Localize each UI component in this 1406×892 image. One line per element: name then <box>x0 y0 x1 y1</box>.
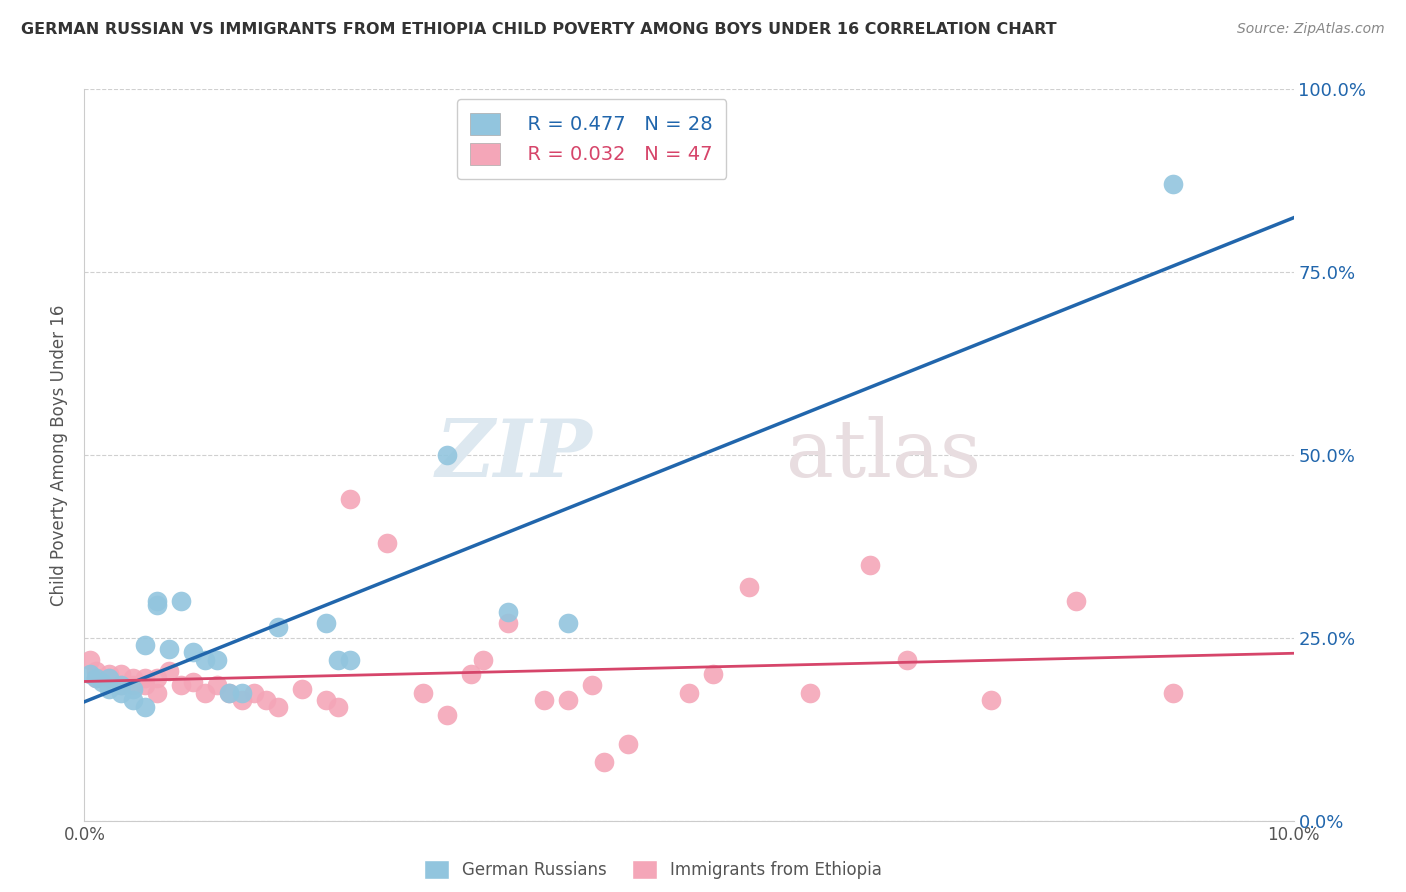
Point <box>218 686 240 700</box>
Point <box>194 653 217 667</box>
Point <box>207 653 229 667</box>
Text: Source: ZipAtlas.com: Source: ZipAtlas.com <box>1237 22 1385 37</box>
Point <box>146 686 169 700</box>
Point <box>267 620 290 634</box>
Point <box>436 707 458 722</box>
Point <box>702 667 724 681</box>
Point <box>86 671 108 685</box>
Text: atlas: atlas <box>786 416 981 494</box>
Text: ZIP: ZIP <box>436 417 592 493</box>
Point <box>146 598 169 612</box>
Point <box>231 686 253 700</box>
Point <box>593 755 616 769</box>
Point <box>134 700 156 714</box>
Point <box>218 686 240 700</box>
Point <box>980 693 1002 707</box>
Point <box>1064 594 1087 608</box>
Point <box>738 580 761 594</box>
Point <box>1161 686 1184 700</box>
Point <box>86 664 108 678</box>
Point <box>896 653 918 667</box>
Point <box>617 737 640 751</box>
Point <box>291 681 314 696</box>
Point <box>267 700 290 714</box>
Point <box>799 686 821 700</box>
Point <box>231 693 253 707</box>
Point <box>79 667 101 681</box>
Point <box>110 667 132 681</box>
Point <box>110 678 132 692</box>
Point <box>496 616 519 631</box>
Point <box>146 594 169 608</box>
Point <box>97 681 120 696</box>
Point <box>121 678 143 692</box>
Point <box>170 594 193 608</box>
Point <box>194 686 217 700</box>
Legend: German Russians, Immigrants from Ethiopia: German Russians, Immigrants from Ethiopi… <box>416 853 889 886</box>
Point <box>339 491 361 506</box>
Y-axis label: Child Poverty Among Boys Under 16: Child Poverty Among Boys Under 16 <box>51 304 69 606</box>
Point <box>134 638 156 652</box>
Point <box>181 674 204 689</box>
Point <box>533 693 555 707</box>
Point <box>134 671 156 685</box>
Point <box>134 678 156 692</box>
Point <box>121 681 143 696</box>
Point <box>157 641 180 656</box>
Point <box>110 678 132 692</box>
Point <box>254 693 277 707</box>
Point <box>328 653 350 667</box>
Point <box>436 448 458 462</box>
Point <box>859 558 882 572</box>
Point <box>157 664 180 678</box>
Point <box>181 645 204 659</box>
Point <box>460 667 482 681</box>
Point <box>557 616 579 631</box>
Point <box>496 605 519 619</box>
Point <box>315 693 337 707</box>
Point <box>557 693 579 707</box>
Point <box>339 653 361 667</box>
Point <box>242 686 264 700</box>
Point <box>79 653 101 667</box>
Point <box>315 616 337 631</box>
Point <box>1161 178 1184 192</box>
Point <box>146 671 169 685</box>
Point <box>121 671 143 685</box>
Point <box>472 653 495 667</box>
Point <box>412 686 434 700</box>
Point <box>110 686 132 700</box>
Point <box>86 671 108 685</box>
Point <box>375 535 398 549</box>
Point <box>328 700 350 714</box>
Point <box>678 686 700 700</box>
Text: GERMAN RUSSIAN VS IMMIGRANTS FROM ETHIOPIA CHILD POVERTY AMONG BOYS UNDER 16 COR: GERMAN RUSSIAN VS IMMIGRANTS FROM ETHIOP… <box>21 22 1057 37</box>
Point <box>91 674 114 689</box>
Point <box>97 671 120 685</box>
Point <box>97 667 120 681</box>
Point <box>121 693 143 707</box>
Point <box>170 678 193 692</box>
Point <box>581 678 603 692</box>
Point <box>97 671 120 685</box>
Point <box>207 678 229 692</box>
